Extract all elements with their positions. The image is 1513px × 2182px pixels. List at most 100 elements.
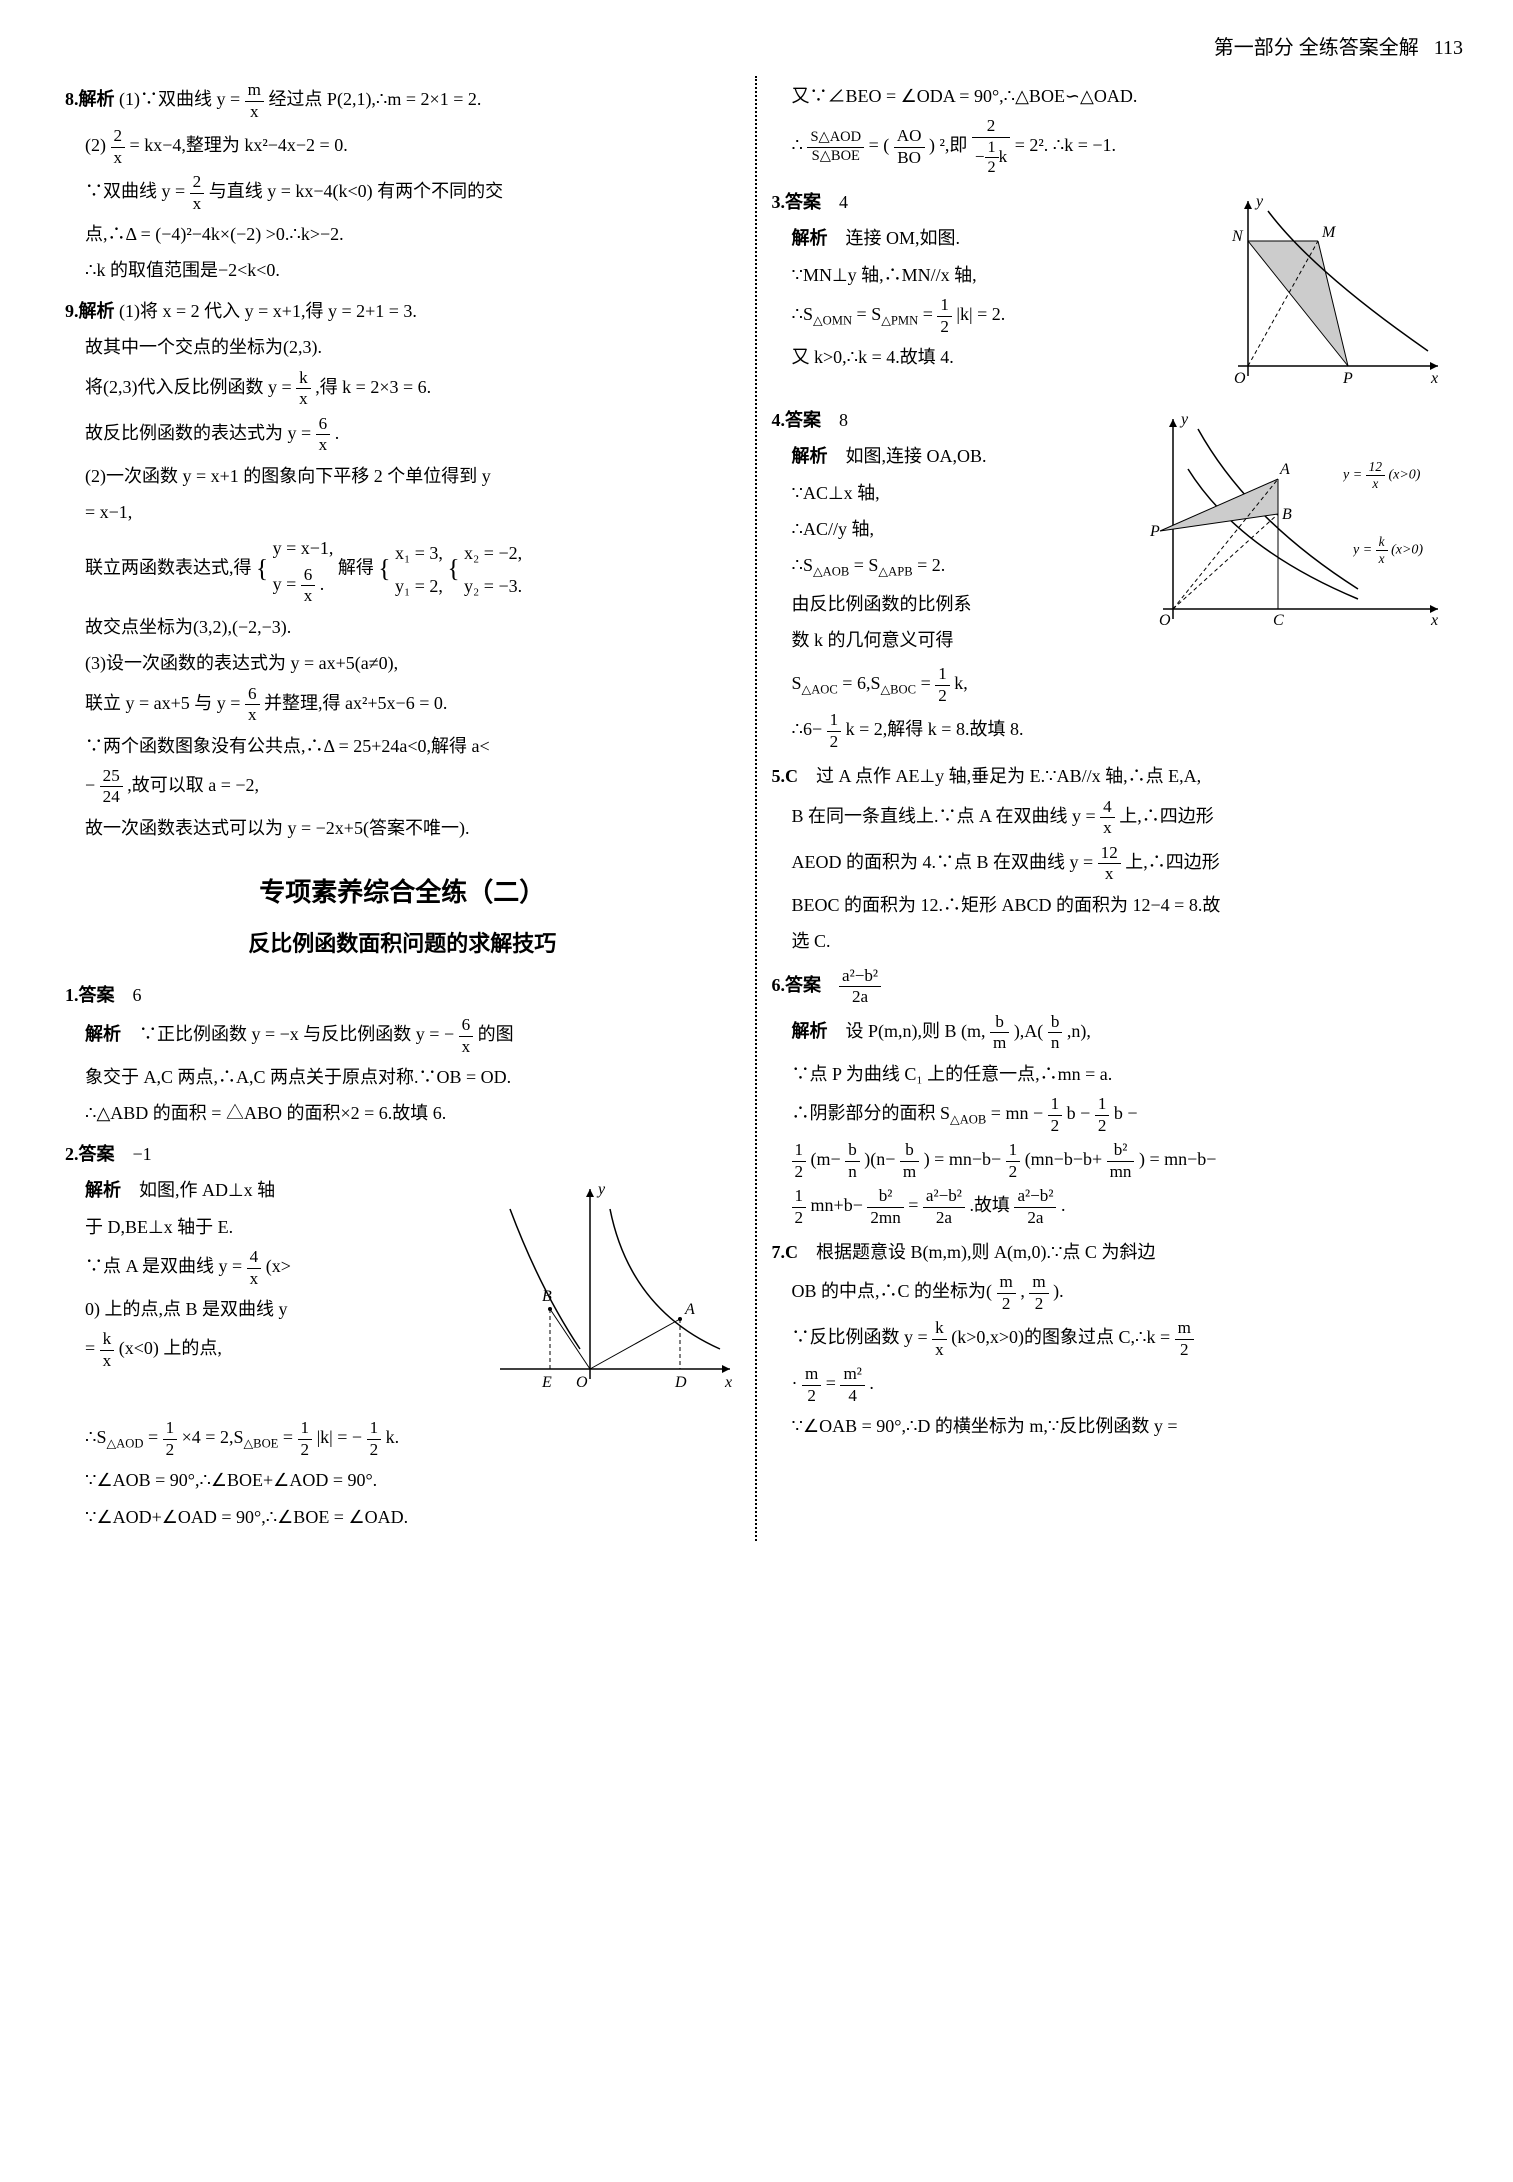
p4-value: 8 (839, 410, 848, 430)
p2-l7: ∵∠AOB = 90°,∴∠BOE+∠AOD = 90°. (65, 1464, 740, 1496)
diagram-4: P A B O C x y y = 12x (x>0) y = (1148, 409, 1448, 639)
p5-l4: BEOC 的面积为 12.∴矩形 ABCD 的面积为 12−4 = 8.故 (772, 889, 1449, 921)
p4-l7d: k, (954, 674, 968, 694)
p9-brace2: x₁ = 3, y₁ = 2, (395, 537, 443, 602)
p1-l1a: ∵正比例函数 y = −x 与反比例函数 y = − (139, 1024, 454, 1044)
problem-7: 7.C 根据题意设 B(m,m),则 A(m,0).∵点 C 为斜边 OB 的中… (772, 1236, 1449, 1443)
cont-frac1: S△AODS△BOE (807, 129, 864, 165)
p1-l2: 象交于 A,C 两点,∴A,C 两点关于原点对称.∵OB = OD. (65, 1061, 740, 1093)
svg-text:x: x (1430, 612, 1438, 629)
svg-text:B: B (1282, 506, 1292, 523)
p4-l8a: ∴6− (792, 720, 823, 740)
continuation: 又∵∠BEO = ∠ODA = 90°,∴△BOE∽△OAD. ∴ S△AODS… (772, 80, 1449, 178)
problem-2: 2.答案 −1 B A E O (65, 1138, 740, 1533)
p3-l3a: ∴S (792, 304, 813, 324)
p4-frac2: 12 (827, 710, 842, 752)
p2-jx-label: 解析 (85, 1180, 121, 1200)
p9-l7a: 联立两函数表达式,得 (85, 558, 252, 578)
p4-l7c: = (921, 674, 936, 694)
p1-label: 1.答案 (65, 985, 115, 1005)
p9-l3b: ,得 k = 2×3 = 6. (315, 377, 431, 397)
p9-l9: (3)设一次函数的表达式为 y = ax+5(a≠0), (65, 647, 740, 679)
p4-l7b: = 6,S (842, 674, 880, 694)
p4-l4a: ∴S (792, 555, 813, 575)
p9-frac1: kx (296, 368, 311, 410)
cont-l1: 又∵∠BEO = ∠ODA = 90°,∴△BOE∽△OAD. (772, 80, 1449, 112)
p8-frac3: 2x (190, 172, 205, 214)
header-title: 全练答案全解 (1299, 37, 1419, 59)
p5-l5: 选 C. (772, 925, 1449, 957)
p9-l13: 故一次函数表达式可以为 y = −2x+5(答案不唯一). (65, 812, 740, 844)
svg-text:C: C (1273, 612, 1284, 629)
p2-l1: 如图,作 AD⊥x 轴 (139, 1180, 275, 1200)
p5-l3a: AEOD 的面积为 4.∵点 B 在双曲线 y = (792, 852, 1094, 872)
p6-jx-label: 解析 (792, 1021, 828, 1041)
problem-8: 8.解析 (1)∵双曲线 y = mx 经过点 P(2,1),∴m = 2×1 … (65, 80, 740, 287)
p2-label: 2.答案 (65, 1144, 115, 1164)
p8-l1a: (1)∵双曲线 y = (119, 89, 240, 109)
p1-l1b: 的图 (478, 1024, 514, 1044)
p8-l3b: 与直线 y = kx−4(k<0) 有两个不同的交 (209, 181, 503, 201)
problem-3: N M O P x y 3.答案 4 解析 连接 OM,如图. ∵MN⊥y 轴,… (772, 186, 1449, 396)
p2-l6f: k. (386, 1427, 400, 1447)
p4-l4c: = 2. (917, 555, 945, 575)
problem-9: 9.解析 (1)将 x = 2 代入 y = x+1,得 y = 2+1 = 3… (65, 295, 740, 845)
p5-l3b: 上,∴四边形 (1125, 852, 1220, 872)
p1-jx-label: 解析 (85, 1024, 121, 1044)
p2-l8: ∵∠AOD+∠OAD = 90°,∴∠BOE = ∠OAD. (65, 1501, 740, 1533)
p5-l2a: B 在同一条直线上.∵点 A 在双曲线 y = (792, 806, 1096, 826)
svg-text:x: x (724, 1374, 732, 1391)
svg-text:B: B (542, 1288, 552, 1305)
right-column: 又∵∠BEO = ∠ODA = 90°,∴△BOE∽△OAD. ∴ S△AODS… (757, 76, 1464, 1541)
p5-frac2: 12x (1098, 843, 1121, 885)
section-heading: 专项素养综合全练（二） (65, 869, 740, 916)
svg-text:P: P (1149, 523, 1160, 540)
p8-l2a: (2) (85, 135, 106, 155)
p9-l10b: 并整理,得 ax²+5x−6 = 0. (264, 693, 447, 713)
p9-l1: (1)将 x = 2 代入 y = x+1,得 y = 2+1 = 3. (119, 301, 417, 321)
cont-l2b: = (869, 135, 884, 155)
section-subheading: 反比例函数面积问题的求解技巧 (65, 924, 740, 964)
p8-l3a: ∵双曲线 y = (85, 181, 185, 201)
svg-text:y: y (1179, 411, 1189, 428)
diagram-3: N M O P x y (1218, 191, 1448, 391)
svg-text:A: A (684, 1301, 695, 1318)
p2-l6c: ×4 = 2,S (182, 1427, 244, 1447)
svg-text:N: N (1231, 228, 1244, 245)
problem-4: P A B O C x y y = 12x (x>0) y = (772, 404, 1449, 753)
p9-l4a: 故反比例函数的表达式为 y = (85, 423, 311, 443)
p4-l8b: k = 2,解得 k = 8.故填 8. (846, 720, 1024, 740)
brace-icon: { (378, 556, 390, 583)
svg-text:P: P (1342, 370, 1353, 387)
p2-l6b: = (148, 1427, 163, 1447)
p6-label: 6.答案 (772, 975, 822, 995)
p9-frac2: 6x (316, 414, 331, 456)
p6-l1a: 设 P(m,n),则 B (846, 1021, 957, 1041)
p8-l2b: = kx−4,整理为 kx²−4x−2 = 0. (130, 135, 348, 155)
content-columns: 8.解析 (1)∵双曲线 y = mx 经过点 P(2,1),∴m = 2×1 … (50, 76, 1463, 1541)
p5-l2b: 上,∴四边形 (1119, 806, 1214, 826)
header-section: 第一部分 (1214, 37, 1294, 59)
svg-text:y: y (1254, 193, 1264, 210)
p1-l3: ∴△ABD 的面积 = △ABO 的面积×2 = 6.故填 6. (65, 1097, 740, 1129)
p5-l1: 过 A 点作 AE⊥y 轴,垂足为 E.∵AB//x 轴,∴点 E,A, (816, 766, 1201, 786)
left-column: 8.解析 (1)∵双曲线 y = mx 经过点 P(2,1),∴m = 2×1 … (50, 76, 757, 1541)
p6-l2: ∵点 P 为曲线 C₁ 上的任意一点,∴mn = a. (772, 1058, 1449, 1090)
p3-label: 3.答案 (772, 192, 822, 212)
p3-l3b: = S (857, 304, 882, 324)
problem-6: 6.答案 a²−b²2a 解析 设 P(m,n),则 B (m, bm ),A(… (772, 966, 1449, 1228)
p8-frac2: 2x (111, 126, 126, 168)
p3-jx-label: 解析 (792, 228, 828, 248)
svg-text:A: A (1279, 461, 1290, 478)
p3-l3c: = (923, 304, 938, 324)
p2-frac1: 4x (247, 1247, 262, 1289)
p2-l5b: (x<0) 上的点, (119, 1339, 222, 1359)
p7-label: 7.C (772, 1242, 799, 1262)
svg-text:x: x (1430, 370, 1438, 387)
brace-icon: { (447, 556, 459, 583)
svg-text:y: y (596, 1181, 606, 1198)
p2-l6a: ∴S (85, 1427, 106, 1447)
p6-value: a²−b²2a (839, 966, 881, 1008)
page-number: 113 (1434, 37, 1463, 59)
svg-text:M: M (1321, 224, 1337, 241)
